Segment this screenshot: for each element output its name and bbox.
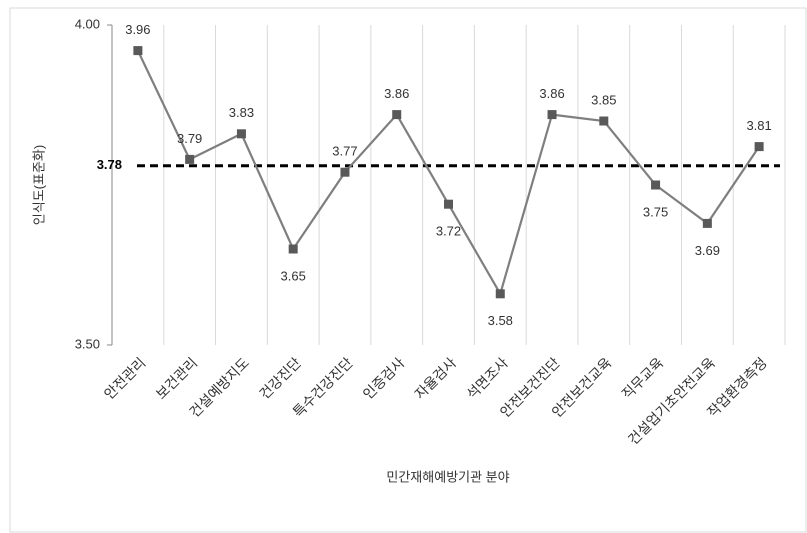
marker (599, 116, 609, 126)
marker (444, 199, 453, 209)
x-tick-label: 건설업기초안전교육 (625, 354, 718, 447)
marker (236, 129, 246, 139)
y-axis-label: 인식도(표준화) (31, 145, 46, 225)
x-tick-label: 인증검사 (360, 354, 408, 402)
marker (702, 218, 712, 228)
marker (754, 142, 764, 152)
value-label: 3.83 (229, 105, 254, 120)
marker (547, 110, 557, 120)
value-label: 3.77 (332, 144, 357, 159)
value-label: 3.86 (539, 86, 564, 101)
value-label: 3.79 (177, 131, 202, 146)
marker (495, 289, 505, 299)
reference-label: 3.78 (97, 157, 122, 172)
marker (288, 244, 298, 254)
x-tick-label: 안전관리 (101, 354, 149, 402)
y-tick-label: 3.50 (75, 336, 100, 351)
value-label: 3.86 (384, 86, 409, 101)
y-tick-label: 4.00 (75, 16, 100, 31)
value-label: 3.69 (695, 243, 720, 258)
x-tick-label: 직무교육 (619, 354, 667, 402)
x-tick-label: 자율검사 (411, 354, 459, 402)
x-tick-label: 보건관리 (153, 354, 201, 402)
x-tick-label: 건강진단 (256, 354, 304, 402)
chart-border (9, 7, 807, 533)
marker (392, 110, 402, 120)
value-label: 3.72 (436, 224, 461, 239)
marker (340, 167, 350, 177)
value-label: 3.65 (281, 268, 306, 283)
marker (185, 154, 195, 164)
value-label: 3.96 (125, 22, 150, 37)
marker (133, 46, 143, 56)
value-label: 3.75 (643, 204, 668, 219)
x-axis-label: 민간재해예방기관 분야 (386, 469, 509, 484)
value-label: 3.81 (746, 118, 771, 133)
series-line (136, 50, 761, 297)
x-tick-label: 석면조사 (463, 354, 511, 402)
marker (651, 180, 661, 190)
value-label: 3.85 (591, 92, 616, 107)
value-label: 3.58 (488, 313, 513, 328)
